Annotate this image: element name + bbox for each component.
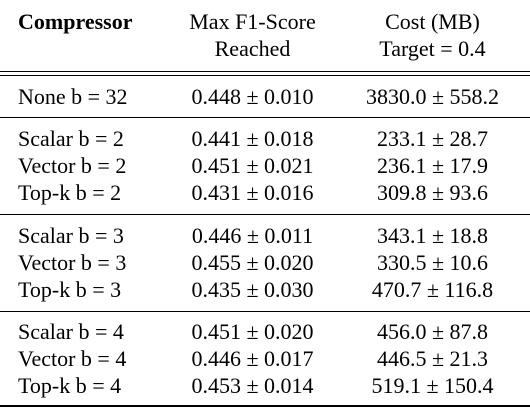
header-f1-line2: Reached	[214, 36, 291, 61]
row-compressor: Scalar b = 2	[18, 126, 124, 151]
row-f1: 0.446 ± 0.011	[191, 223, 314, 248]
row-cost: 236.1 ± 17.9	[376, 153, 489, 178]
row-compressor: Vector b = 4	[18, 346, 127, 371]
row-compressor: Top-k b = 4	[18, 373, 122, 398]
group-divider	[0, 214, 530, 215]
group-divider	[0, 117, 530, 118]
row-cost: 3830.0 ± 558.2	[365, 84, 500, 109]
row-f1: 0.451 ± 0.020	[191, 319, 314, 344]
row-cost: 456.0 ± 87.8	[376, 319, 489, 344]
table-bottom-rule	[0, 405, 530, 407]
row-compressor: Top-k b = 2	[18, 180, 122, 205]
row-compressor: None b = 32	[18, 84, 128, 109]
header-cost-line1: Cost (MB)	[385, 9, 480, 34]
header-rule-top	[0, 71, 530, 72]
row-cost: 446.5 ± 21.3	[376, 346, 489, 371]
row-cost: 330.5 ± 10.6	[376, 250, 489, 275]
row-cost: 519.1 ± 150.4	[371, 373, 494, 398]
row-f1: 0.455 ± 0.020	[191, 250, 314, 275]
header-f1-line1: Max F1-Score	[189, 9, 316, 34]
row-f1: 0.441 ± 0.018	[191, 126, 314, 151]
header-compressor: Compressor	[18, 9, 133, 34]
row-compressor: Top-k b = 3	[18, 277, 122, 302]
row-f1: 0.431 ± 0.016	[191, 180, 314, 205]
row-compressor: Vector b = 2	[18, 153, 127, 178]
row-cost: 343.1 ± 18.8	[376, 223, 489, 248]
row-f1: 0.435 ± 0.030	[191, 277, 314, 302]
row-f1: 0.448 ± 0.010	[191, 84, 314, 109]
header-cost-line2: Target = 0.4	[379, 36, 486, 61]
row-compressor: Scalar b = 3	[18, 223, 124, 248]
row-cost: 233.1 ± 28.7	[376, 126, 489, 151]
row-cost: 470.7 ± 116.8	[371, 277, 494, 302]
row-compressor: Vector b = 3	[18, 250, 127, 275]
group-divider	[0, 311, 530, 312]
header-rule-bottom	[0, 75, 530, 76]
row-f1: 0.446 ± 0.017	[191, 346, 314, 371]
row-cost: 309.8 ± 93.6	[376, 180, 489, 205]
row-f1: 0.453 ± 0.014	[191, 373, 314, 398]
row-f1: 0.451 ± 0.021	[191, 153, 314, 178]
row-compressor: Scalar b = 4	[18, 319, 124, 344]
